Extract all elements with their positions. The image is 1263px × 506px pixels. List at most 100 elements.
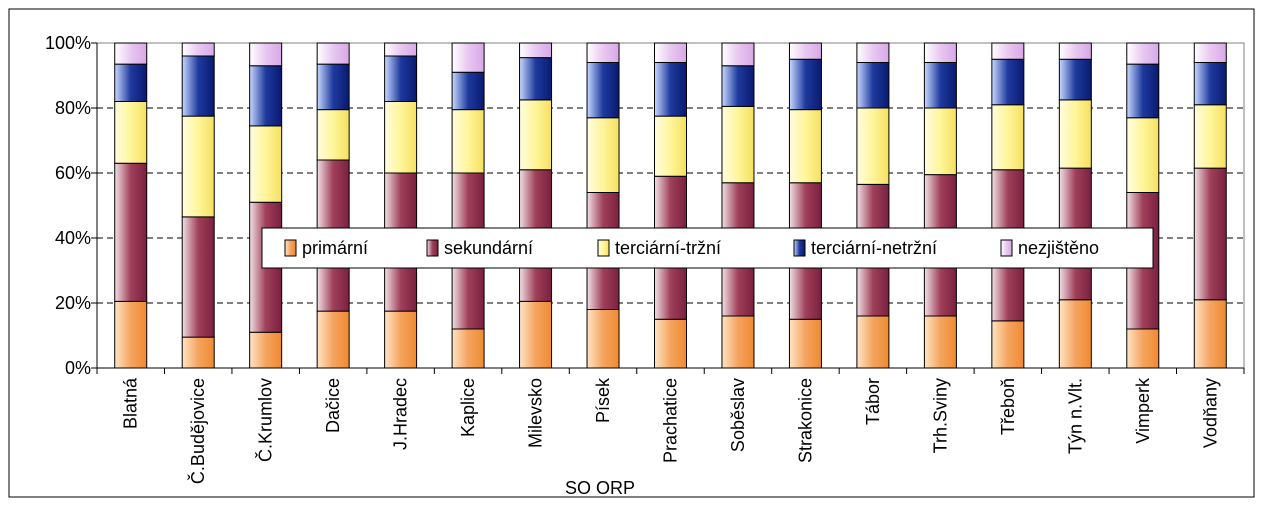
bar-segment [1126,328,1160,369]
bar-segment [384,55,418,102]
bar-segment [586,117,620,193]
legend-swatch [1000,239,1013,257]
x-tick-label: Č.Krumlov [255,378,276,462]
bar-segment [721,315,755,369]
x-tick-label: Č.Budějovice [187,378,208,484]
bar-segment [923,62,957,109]
bar-segment [181,55,215,117]
bar-segment [856,107,890,185]
bar-segment [114,162,148,302]
bar-segment [519,300,553,369]
legend-label: primární [302,238,368,258]
legend-label: sekundární [444,238,533,258]
bar-segment [451,109,485,174]
bar-segment [249,42,283,67]
x-tick-label: Dačice [323,378,343,433]
bar-segment [451,328,485,369]
bar-segment [1193,104,1227,169]
y-tick-label: 20% [55,293,91,313]
legend-swatch [284,239,297,257]
y-tick-label: 80% [55,98,91,118]
x-tick-label: Milevsko [526,378,546,448]
y-tick-label: 100% [45,33,91,53]
bar-segment [316,310,350,369]
bar-segment [181,336,215,369]
bar-segment [586,309,620,369]
bar-segment [1193,167,1227,301]
bar-segment [1193,42,1227,63]
bar-segment [384,101,418,174]
bar-segment [249,331,283,369]
bar-segment [654,115,687,177]
bar-segment [586,62,620,119]
x-tick-label: Prachatice [661,378,681,463]
bar-segment [923,107,957,176]
legend-swatch [793,239,806,257]
bar-segment [654,42,687,63]
x-tick-label: Trh.Sviny [930,378,950,453]
bar-segment [654,62,687,117]
x-tick-label: Blatná [121,377,141,429]
bar-segment [1193,299,1227,369]
bar-segment [1193,62,1227,106]
legend-label: terciární-tržní [615,238,721,258]
bar-segment [316,63,350,111]
bar-segment [114,101,148,164]
bar-segment [1058,42,1092,60]
bar-segment [923,315,957,369]
bar-segment [788,318,822,369]
bar-segment [1126,117,1160,193]
bar-segment [991,320,1025,369]
x-tick-label: Soběslav [728,378,748,452]
bar-segment [114,42,148,65]
bar-segment [1058,58,1092,101]
bar-segment [316,42,350,65]
bar-segment [856,315,890,369]
x-tick-label: Třeboň [998,378,1018,435]
x-tick-label: Tábor [863,378,883,425]
bar-segment [519,99,553,171]
legend: primární sekundární terciární-tržní terciár… [261,227,1154,269]
x-tick-label: Vodňany [1200,378,1220,448]
bar-segment [654,318,687,369]
x-tick-label: Písek [593,377,613,423]
bar-segment [1126,42,1160,65]
bar-segment [991,58,1025,106]
y-tick-label: 40% [55,228,91,248]
bar-segment [384,310,418,369]
bar-segment [1058,299,1092,369]
y-tick-label: 60% [55,163,91,183]
bar-segment [114,300,148,369]
bar-segment [114,63,148,102]
bar-segment [923,42,957,63]
bar-segment [249,65,283,127]
bar-segment [181,216,215,338]
x-tick-label: Kaplice [458,378,478,437]
bar-segment [316,109,350,161]
bar-segment [721,65,755,107]
axes: 0% 20% 40% 60% 80% 100% Blatná Č.Budějovice Č.Kr… [45,33,1245,484]
bar-segment [451,42,485,73]
x-tick-label: Týn n.Vlt. [1065,378,1085,454]
y-tick-label: 0% [65,358,91,378]
bar-segment [788,109,822,184]
bar-segment [519,42,553,59]
x-tick-label: J.Hradec [391,378,411,450]
x-tick-label: Strakonice [795,378,815,463]
bar-segment [721,105,755,184]
bar-segment [991,104,1025,171]
legend-label: nezjištěno [1018,238,1099,258]
x-axis-title: SO ORP [565,478,635,498]
bar-segment [1058,99,1092,169]
bar-segment [519,57,553,101]
legend-swatch [597,239,610,257]
bar-segment [788,58,822,111]
bar-segment [181,115,215,218]
bar-segment [991,42,1025,60]
bars [114,42,1227,369]
bar-segment [451,71,485,111]
bar-segment [788,42,822,60]
bar-segment [856,42,890,63]
